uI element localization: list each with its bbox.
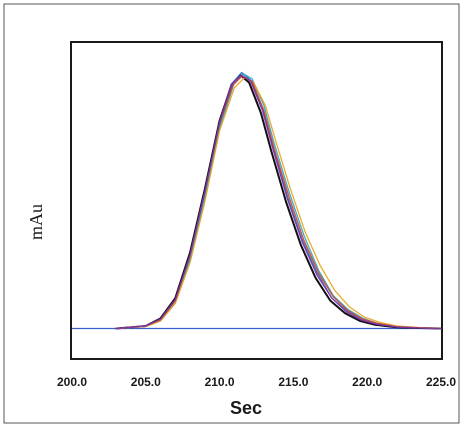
x-tick-labels: 200.0 205.0 210.0 215.0 220.0 225.0 (57, 375, 456, 389)
series-layer (115, 71, 442, 330)
x-tick-label: 215.0 (278, 375, 308, 389)
x-tick-label: 205.0 (131, 375, 161, 389)
x-tick-label: 210.0 (205, 375, 235, 389)
series-line-4 (115, 76, 442, 330)
x-tick-label: 225.0 (426, 375, 456, 389)
x-tick-label: 220.0 (352, 375, 382, 389)
series-line-6 (115, 74, 442, 330)
x-axis-label: Sec (230, 398, 262, 418)
y-axis-label: mAu (26, 204, 46, 240)
x-tick-label: 200.0 (57, 375, 87, 389)
